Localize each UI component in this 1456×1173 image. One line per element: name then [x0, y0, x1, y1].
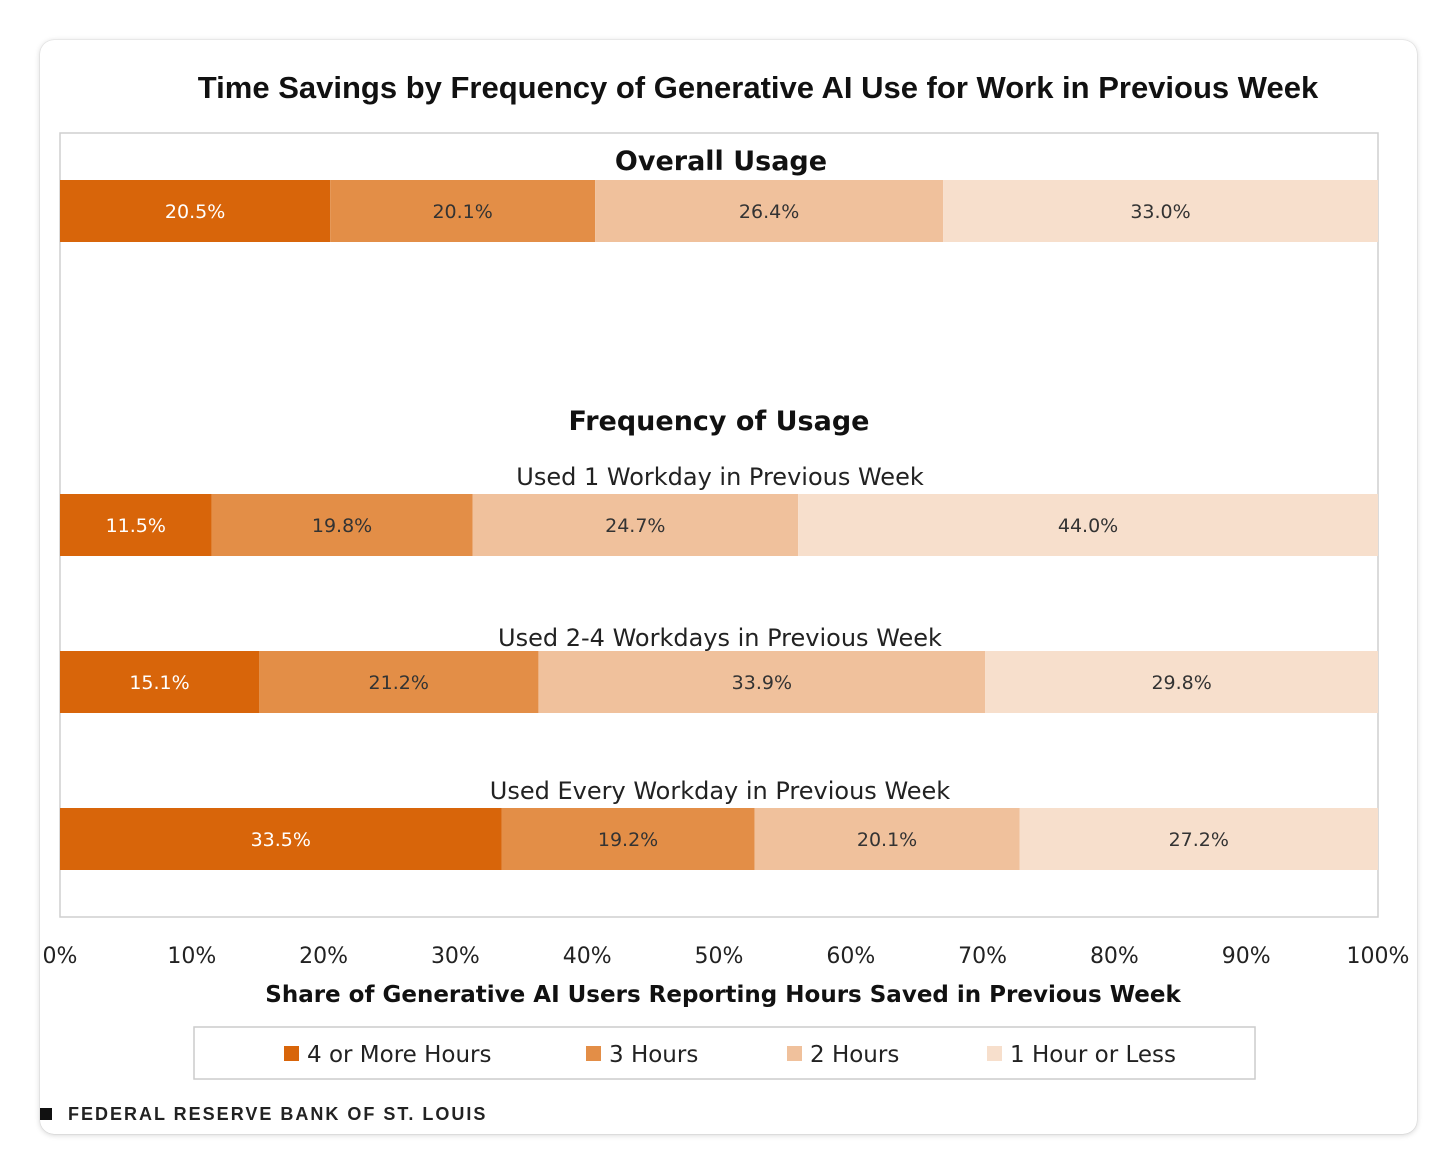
x-tick-label: 100% — [1347, 944, 1410, 969]
legend-swatch — [586, 1046, 601, 1061]
legend-label: 1 Hour or Less — [1010, 1042, 1176, 1068]
data-label: 20.1% — [857, 829, 917, 851]
x-axis-ticks: 0% 10% 20% 30% 40% 50% 60% 70% 80% 90% 100% — [43, 944, 1410, 969]
data-label: 27.2% — [1169, 829, 1229, 851]
stacked-bar-chart: Overall Usage Frequency of Usage 20.5% 20… — [43, 132, 1410, 1080]
legend-swatch — [284, 1046, 299, 1061]
bar-segment — [501, 808, 755, 870]
legend-label: 2 Hours — [810, 1042, 899, 1068]
bar-segment — [798, 494, 1378, 556]
category-label: Used 2-4 Workdays in Previous Week — [498, 624, 942, 652]
footer-brand: FEDERAL RESERVE BANK OF ST. LOUIS — [40, 1102, 487, 1126]
x-tick-label: 30% — [431, 944, 480, 969]
data-label: 21.2% — [369, 672, 429, 694]
bar-segment — [754, 808, 1020, 870]
bar-segment — [1019, 808, 1378, 870]
data-label: 24.7% — [605, 515, 665, 537]
bar-segment — [985, 651, 1378, 713]
x-tick-label: 80% — [1090, 944, 1139, 969]
bar-segment — [472, 494, 799, 556]
data-label: 15.1% — [129, 672, 189, 694]
data-label: 19.8% — [312, 515, 372, 537]
legend-swatch — [987, 1046, 1002, 1061]
x-tick-label: 50% — [695, 944, 744, 969]
data-label: 33.5% — [251, 829, 311, 851]
bar-group: 20.5% 20.1% 26.4% 33.0% Used 1 Workday in Pr… — [60, 180, 1378, 870]
x-axis-label: Share of Generative AI Users Reporting H… — [265, 982, 1181, 1008]
data-label: 20.1% — [432, 201, 492, 223]
section-title-frequency: Frequency of Usage — [569, 406, 870, 437]
data-label: 29.8% — [1151, 672, 1211, 694]
bar-segment — [538, 651, 986, 713]
legend: 4 or More Hours 3 Hours 2 Hours 1 Hour or L… — [284, 1042, 1176, 1068]
bar-segment — [60, 494, 212, 556]
data-label: 33.0% — [1130, 201, 1190, 223]
legend-label: 3 Hours — [609, 1042, 698, 1068]
bar-segment — [211, 494, 473, 556]
category-label: Used 1 Workday in Previous Week — [516, 463, 924, 491]
x-tick-label: 70% — [958, 944, 1007, 969]
x-tick-label: 40% — [563, 944, 612, 969]
bar-segment — [330, 180, 596, 242]
legend-swatch — [787, 1046, 802, 1061]
footer-text: FEDERAL RESERVE BANK OF ST. LOUIS — [68, 1103, 488, 1124]
legend-box — [193, 1026, 1256, 1080]
bar-segment — [60, 651, 260, 713]
bar-segment — [60, 808, 502, 870]
bar-segment — [595, 180, 944, 242]
x-tick-label: 10% — [167, 944, 216, 969]
x-tick-label: 20% — [299, 944, 348, 969]
bar-segment — [60, 180, 331, 242]
data-label: 26.4% — [739, 201, 799, 223]
data-label: 33.9% — [732, 672, 792, 694]
bar-segment — [943, 180, 1378, 242]
category-label: Used Every Workday in Previous Week — [490, 777, 950, 805]
x-tick-label: 90% — [1222, 944, 1271, 969]
section-title-overall: Overall Usage — [615, 146, 827, 177]
data-label: 19.2% — [598, 829, 658, 851]
brand-square-icon — [40, 1108, 52, 1120]
legend-label: 4 or More Hours — [307, 1042, 492, 1068]
x-tick-label: 0% — [43, 944, 78, 969]
bar-segment — [259, 651, 539, 713]
data-label: 20.5% — [165, 201, 225, 223]
data-label: 44.0% — [1058, 515, 1118, 537]
x-tick-label: 60% — [826, 944, 875, 969]
chart-title: Time Savings by Frequency of Generative … — [197, 70, 1319, 105]
data-label: 11.5% — [106, 515, 166, 537]
